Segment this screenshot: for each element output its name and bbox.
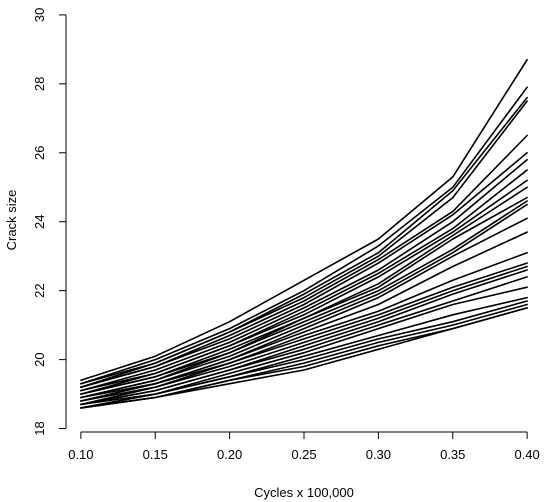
series-line-16 (80, 251, 528, 402)
series-line-23 (80, 300, 528, 409)
series-line-11 (80, 196, 528, 395)
series-line-20 (80, 276, 528, 406)
x-tick-label: 0.15 (143, 447, 168, 462)
series-line-6 (80, 152, 528, 389)
y-axis: 18 20 22 24 26 28 30 (32, 8, 67, 436)
y-tick-label: 28 (32, 77, 47, 91)
x-axis-title: Cycles x 100,000 (254, 485, 354, 500)
x-tick-label: 0.10 (68, 447, 93, 462)
series-line-2 (80, 86, 528, 385)
series-line-7 (80, 158, 528, 392)
x-tick-label: 0.35 (440, 447, 465, 462)
series-line-9 (80, 179, 528, 395)
x-axis: 0.10 0.15 0.20 0.25 0.30 0.35 0.40 (68, 431, 540, 462)
x-tick-label: 0.40 (514, 447, 539, 462)
series-line-13 (80, 203, 528, 399)
x-tick-label: 0.30 (366, 447, 391, 462)
series-line-1 (80, 58, 528, 382)
series-line-4 (80, 100, 528, 389)
series-layer (80, 58, 528, 409)
y-tick-label: 18 (32, 421, 47, 435)
y-axis-title: Crack size (4, 190, 19, 251)
x-tick-label: 0.25 (291, 447, 316, 462)
y-tick-label: 24 (32, 214, 47, 228)
y-tick-label: 26 (32, 146, 47, 160)
series-line-26 (80, 307, 528, 409)
series-line-3 (80, 96, 528, 385)
y-tick-label: 22 (32, 283, 47, 297)
y-tick-label: 20 (32, 352, 47, 366)
x-tick-label: 0.20 (217, 447, 242, 462)
series-line-18 (80, 265, 528, 406)
y-tick-label: 30 (32, 8, 47, 22)
